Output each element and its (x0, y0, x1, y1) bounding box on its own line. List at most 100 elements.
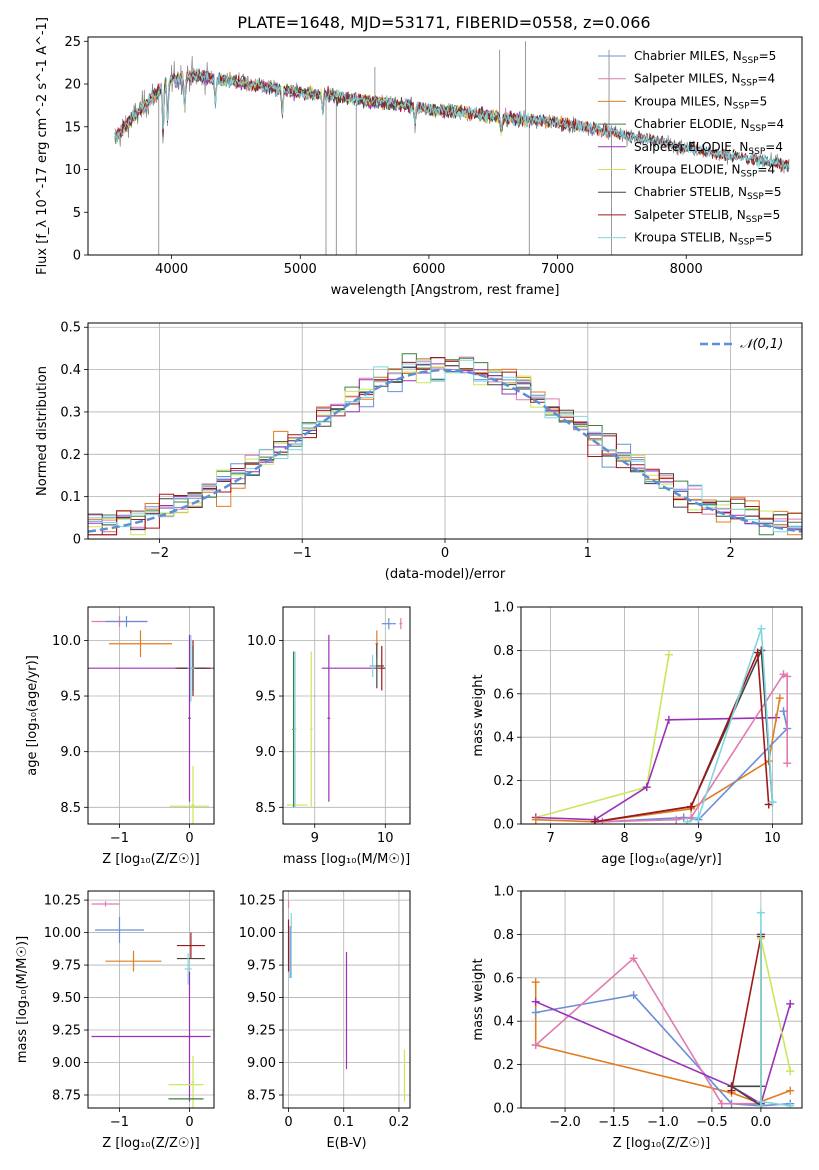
y-tick-label: 0.2 (60, 448, 81, 463)
y-axis-label: mass weight (471, 674, 486, 756)
x-axis-label: E(B-V) (326, 1136, 366, 1151)
errorbar-plot-area (287, 900, 406, 1102)
weight-marker (687, 802, 696, 811)
x-tick-label: 0.2 (389, 1115, 410, 1130)
y-tick-label: 9.5 (255, 690, 276, 705)
legend-subscript: SSP (733, 101, 750, 111)
weight-marker (786, 999, 795, 1008)
weight-marker (775, 694, 784, 703)
mass-vs-metallicity-panel: −1 0 8.75 9.00 9.25 9.50 9.75 10.00 10.25 Z [log₁… (15, 890, 215, 1151)
weight-marker (753, 648, 762, 657)
legend-label: Salpeter STELIB, NSSP=5 (634, 208, 780, 225)
legend-label: Salpeter MILES, NSSP=4 (634, 72, 775, 89)
x-tick-label: 10 (764, 831, 781, 846)
weight-marker (531, 1008, 540, 1017)
y-tick-label: 0.2 (493, 774, 514, 789)
errorbar-point (309, 651, 313, 808)
weight-line (602, 673, 789, 823)
legend-label: Kroupa STELIB, NSSP=5 (634, 231, 772, 248)
weight-line (760, 912, 791, 1107)
spectrum-plot-area (114, 41, 790, 255)
legend-count: =4 (757, 163, 775, 177)
spectrum-panel: 4000 5000 6000 7000 8000 0 5 10 15 20 25 wavelength… (35, 17, 803, 298)
x-tick-label: 8000 (670, 262, 703, 277)
legend-subscript: SSP (746, 215, 763, 225)
axes-frame (520, 606, 803, 825)
weight-line (534, 982, 791, 1105)
x-tick-label: −1.0 (647, 1115, 679, 1130)
legend-count: =5 (764, 185, 782, 199)
massweight-vs-metallicity-panel: −2.0 −1.5 −1.0 −0.5 0.0 0.0 0.2 0.4 0.6 0.8 1.0 Z [… (471, 885, 803, 1151)
model-line-kroupa-stelib (114, 68, 790, 171)
errorbar-point (176, 932, 205, 959)
y-tick-label: 0 (73, 533, 81, 548)
y-tick-label: 0.8 (493, 644, 514, 659)
y-tick-label: 9.00 (52, 1056, 81, 1071)
y-tick-label: 10.00 (239, 926, 276, 941)
weight-marker (531, 997, 540, 1006)
weight-marker (727, 1086, 736, 1095)
weight-marker (664, 715, 673, 724)
x-axis-label: wavelength [Angstrom, rest frame] (331, 283, 560, 298)
legend-count: =4 (757, 72, 775, 86)
legend-subscript: SSP (738, 238, 755, 248)
x-axis-label: (data-model)/error (385, 567, 506, 582)
x-tick-label: −1.5 (598, 1115, 630, 1130)
axes-frame (87, 36, 803, 256)
y-axis-label: age [log₁₀(age/yr)] (25, 655, 40, 776)
legend-label: Kroupa ELODIE, NSSP=4 (634, 163, 775, 180)
y-tick-label: 0.8 (493, 928, 514, 943)
x-tick-label: 10 (377, 831, 394, 846)
errorbar-point (191, 1056, 195, 1108)
x-tick-label: 8 (620, 831, 628, 846)
x-tick-label: −1 (293, 546, 312, 561)
y-axis-label: mass [log₁₀(M/M☉)] (15, 936, 30, 1063)
errorbar-point (188, 971, 191, 1102)
errorbar-point (369, 654, 377, 678)
y-tick-label: 8.5 (255, 801, 276, 816)
x-tick-label: 1 (584, 546, 592, 561)
legend-label: Chabrier STELIB, NSSP=5 (634, 185, 782, 202)
y-tick-label: 9.00 (247, 1056, 276, 1071)
y-tick-label: 10.00 (44, 926, 81, 941)
errorbar-point (91, 901, 120, 907)
x-tick-label: −2 (150, 546, 169, 561)
weight-marker (756, 908, 765, 917)
weight-marker (757, 624, 766, 633)
x-tick-label: 0 (185, 1115, 193, 1130)
y-tick-label: 10.0 (247, 634, 276, 649)
age-vs-mass-panel: 9 10 8.5 9.0 9.5 10.0 mass [log₁₀(M/M☉)] (247, 606, 411, 867)
errorbar-point (381, 618, 396, 630)
legend-count: =5 (750, 94, 768, 108)
x-tick-label: 0.0 (751, 1115, 772, 1130)
x-axis-label: Z [log₁₀(Z/Z☉)] (102, 852, 199, 867)
y-tick-label: 9.50 (52, 991, 81, 1006)
weights-plot-area (531, 624, 792, 824)
y-tick-label: 25 (64, 35, 81, 50)
weight-marker (629, 991, 638, 1000)
weight-marker (786, 1067, 795, 1076)
x-tick-label: −0.5 (696, 1115, 728, 1130)
x-tick-label: −1 (110, 831, 129, 846)
y-tick-label: 9.5 (60, 690, 81, 705)
legend-subscript: SSP (750, 124, 767, 134)
y-tick-label: 0.4 (493, 731, 514, 746)
histogram-plot-area (88, 353, 802, 536)
weight-line (535, 654, 670, 819)
weight-marker (694, 813, 703, 822)
weight-marker (642, 783, 651, 792)
errorbar-point (187, 634, 195, 702)
y-tick-label: 0.0 (493, 1102, 514, 1117)
legend-label: 𝒩(0,1) (740, 337, 783, 352)
weight-marker (664, 650, 673, 659)
weight-marker (531, 1041, 540, 1050)
legend-subscript: SSP (748, 147, 765, 157)
weight-marker (779, 707, 788, 716)
weight-marker (683, 817, 692, 824)
weight-marker (756, 1097, 765, 1106)
weight-line (594, 652, 770, 823)
y-tick-label: 10 (64, 163, 81, 178)
weight-marker (590, 817, 599, 824)
y-tick-label: 0.4 (60, 363, 81, 378)
